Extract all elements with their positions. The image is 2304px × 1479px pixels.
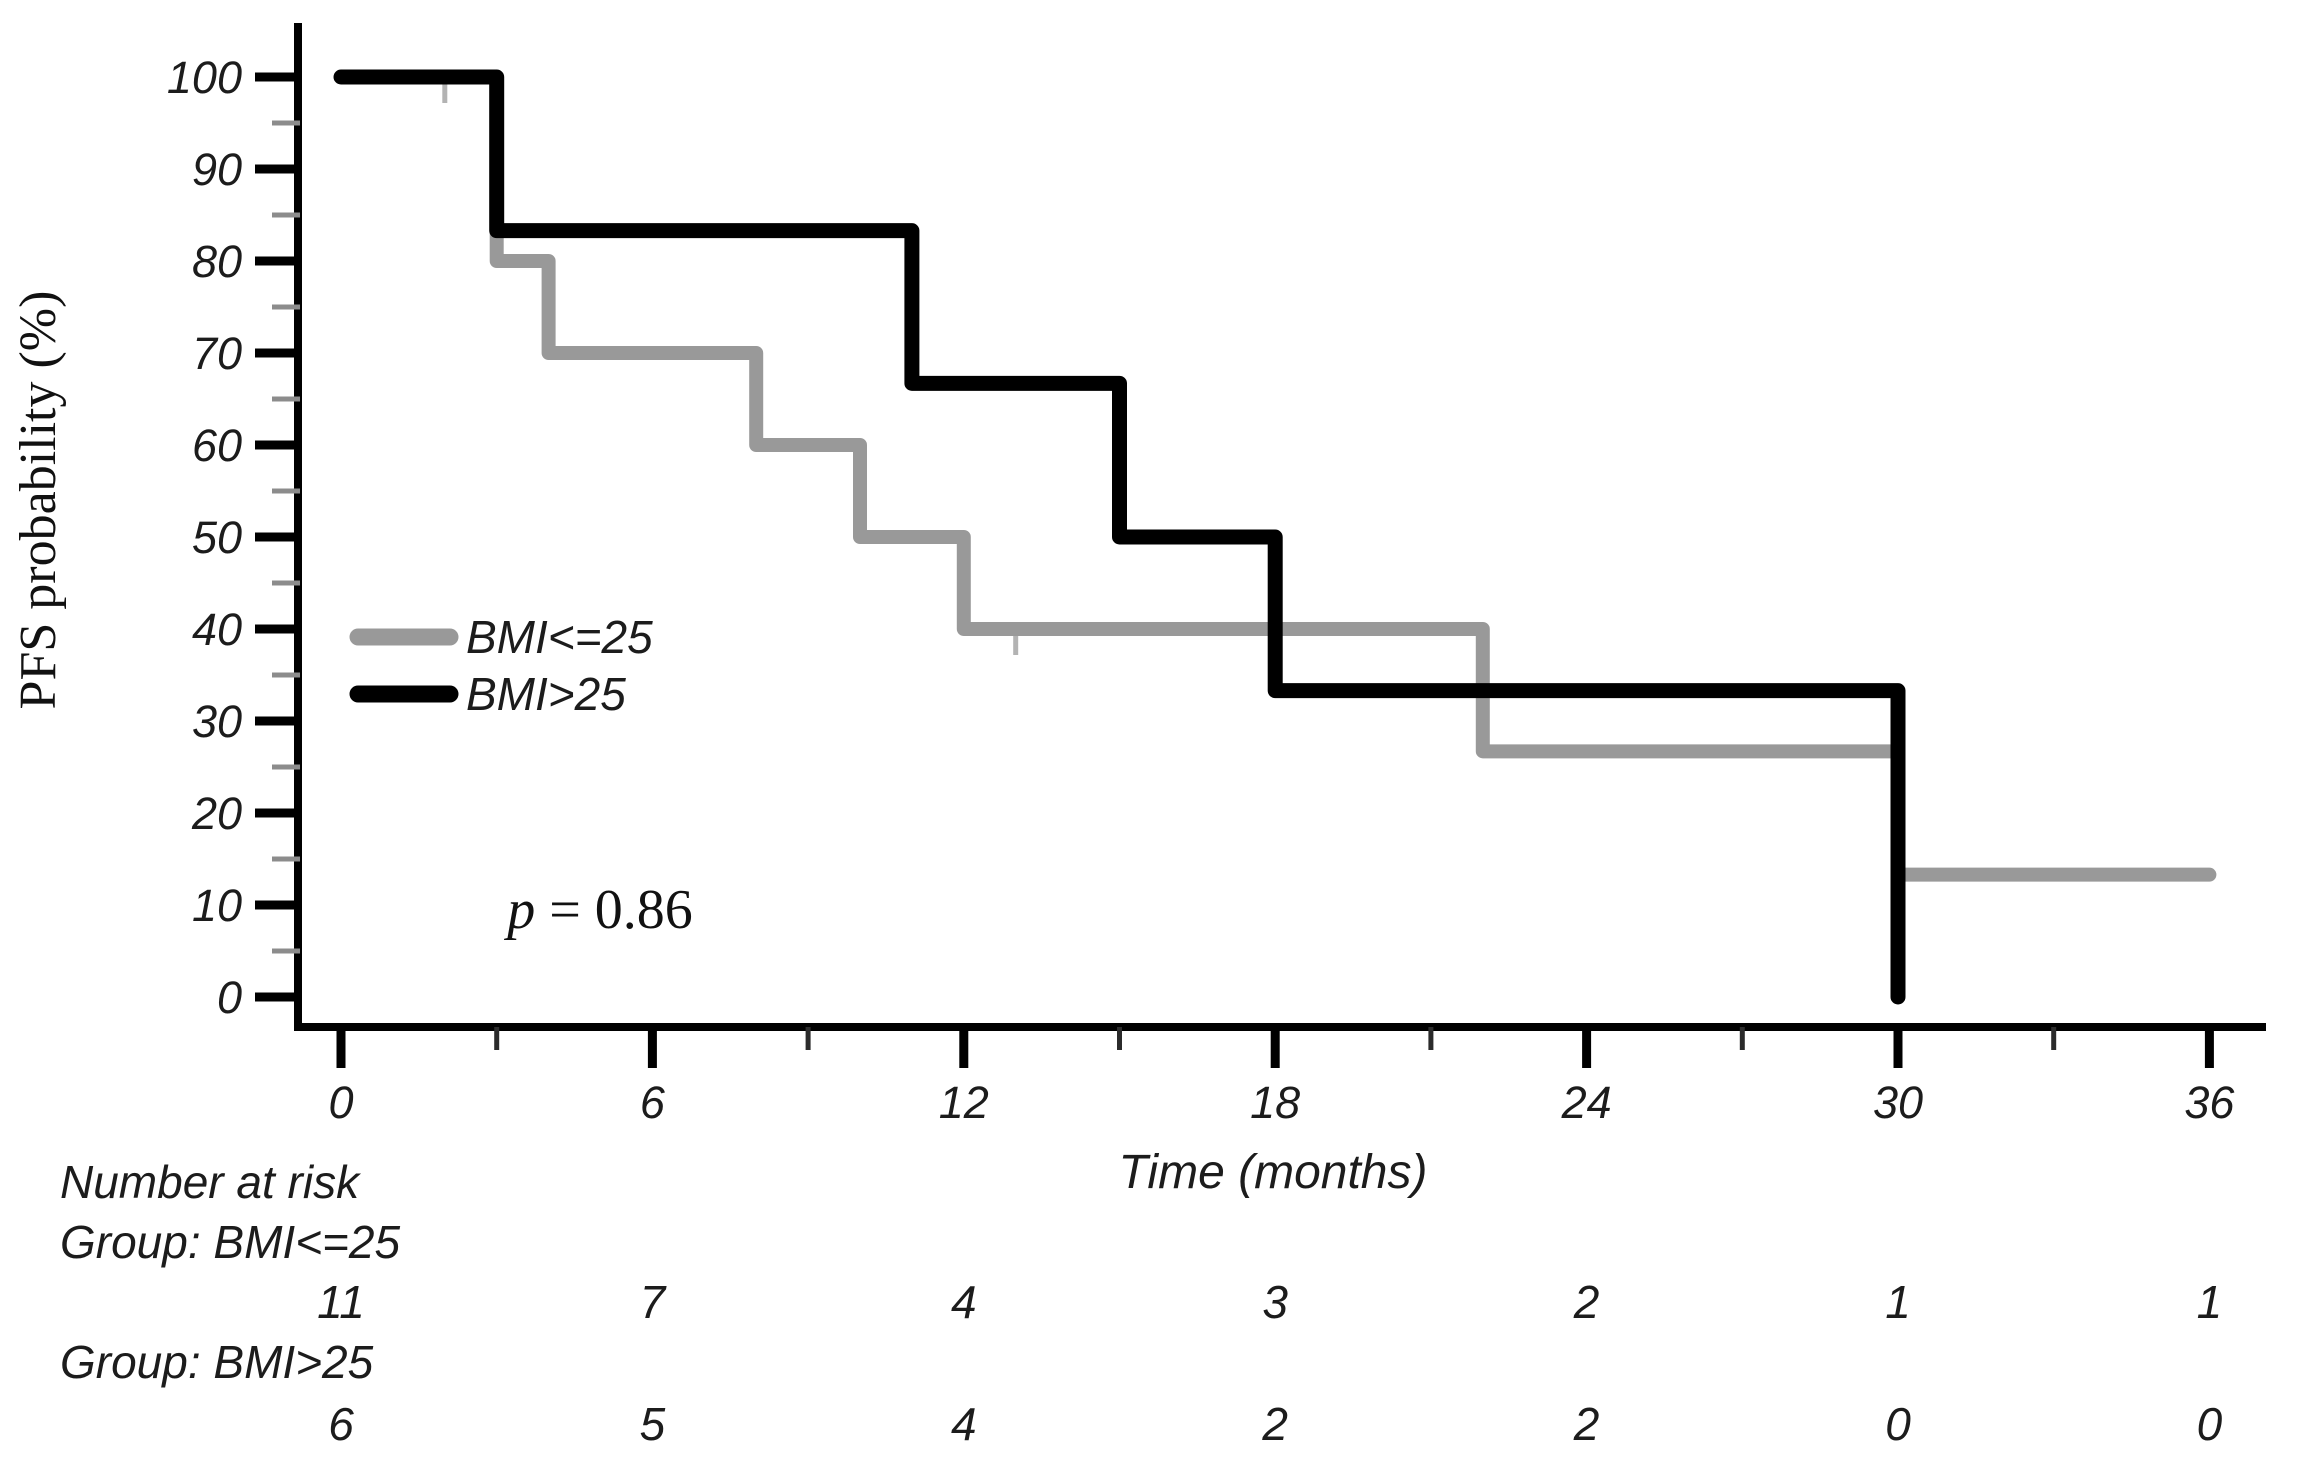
x-axis-tick-labels: 0 6 12 18 24 30 36 (328, 1077, 2235, 1128)
y-tick-label: 80 (192, 236, 242, 287)
legend-label-bmi-gt-25: BMI>25 (466, 668, 626, 720)
risk-count: 7 (640, 1276, 667, 1328)
p-value-annotation: p = 0.86 (503, 879, 693, 941)
x-axis-minor-ticks (494, 1027, 2057, 1050)
risk-count: 11 (317, 1276, 365, 1328)
risk-count: 5 (640, 1398, 666, 1450)
x-axis-major-ticks (336, 1027, 2214, 1068)
survival-curves (333, 69, 2217, 1005)
risk-count: 0 (2197, 1398, 2223, 1450)
y-axis-minor-ticks (272, 120, 300, 954)
y-tick-label: 70 (192, 328, 242, 379)
legend: BMI<=25 BMI>25 (349, 611, 653, 720)
x-tick-label: 24 (1561, 1077, 1612, 1128)
risk-table-title: Number at risk (60, 1156, 361, 1208)
risk-count: 6 (328, 1398, 354, 1450)
risk-count: 4 (951, 1276, 977, 1328)
y-tick-label: 60 (192, 420, 242, 471)
risk-group-label-bmi-gt-25: Group: BMI>25 (60, 1336, 374, 1388)
p-rest: = 0.86 (549, 879, 693, 941)
curve-bmi-le-25 (334, 70, 2217, 882)
risk-count: 1 (2197, 1276, 2223, 1328)
number-at-risk-table: Number at risk Group: BMI<=25 11 7 4 3 2 1 1 G… (60, 1156, 2223, 1450)
risk-group-label-bmi-le-25: Group: BMI<=25 (60, 1216, 400, 1268)
x-tick-label: 36 (2184, 1077, 2235, 1128)
y-tick-label: 100 (167, 52, 242, 103)
curve-bmi-gt-25 (333, 69, 1906, 1005)
y-axis-tick-labels: 0 10 20 30 40 50 60 70 80 90 100 (167, 52, 242, 1023)
y-tick-label: 90 (192, 144, 242, 195)
legend-label-bmi-le-25: BMI<=25 (466, 611, 653, 663)
y-tick-label: 10 (192, 880, 242, 931)
x-tick-label: 18 (1250, 1077, 1300, 1128)
y-tick-label: 30 (192, 696, 242, 747)
risk-count: 4 (951, 1398, 977, 1450)
x-tick-label: 6 (640, 1077, 666, 1128)
axes (294, 23, 2266, 1031)
risk-count: 0 (1885, 1398, 1911, 1450)
risk-counts-row-bmi-gt-25: 6 5 4 2 2 0 0 (328, 1398, 2222, 1450)
y-axis-title: PFS probability (%) (10, 291, 67, 710)
p-symbol: p (503, 879, 535, 941)
x-tick-label: 30 (1873, 1077, 1923, 1128)
risk-count: 2 (1261, 1398, 1288, 1450)
y-tick-label: 0 (217, 972, 242, 1023)
y-axis-major-ticks (255, 72, 300, 1002)
risk-count: 2 (1573, 1398, 1600, 1450)
risk-count: 3 (1262, 1276, 1288, 1328)
y-tick-label: 20 (191, 788, 242, 839)
risk-count: 2 (1573, 1276, 1600, 1328)
y-tick-label: 50 (192, 512, 242, 563)
x-tick-label: 0 (328, 1077, 353, 1128)
x-tick-label: 12 (939, 1077, 989, 1128)
y-tick-label: 40 (192, 604, 242, 655)
risk-count: 1 (1885, 1276, 1911, 1328)
risk-counts-row-bmi-le-25: 11 7 4 3 2 1 1 (317, 1276, 2222, 1328)
x-axis-title: Time (months) (1119, 1146, 1428, 1199)
